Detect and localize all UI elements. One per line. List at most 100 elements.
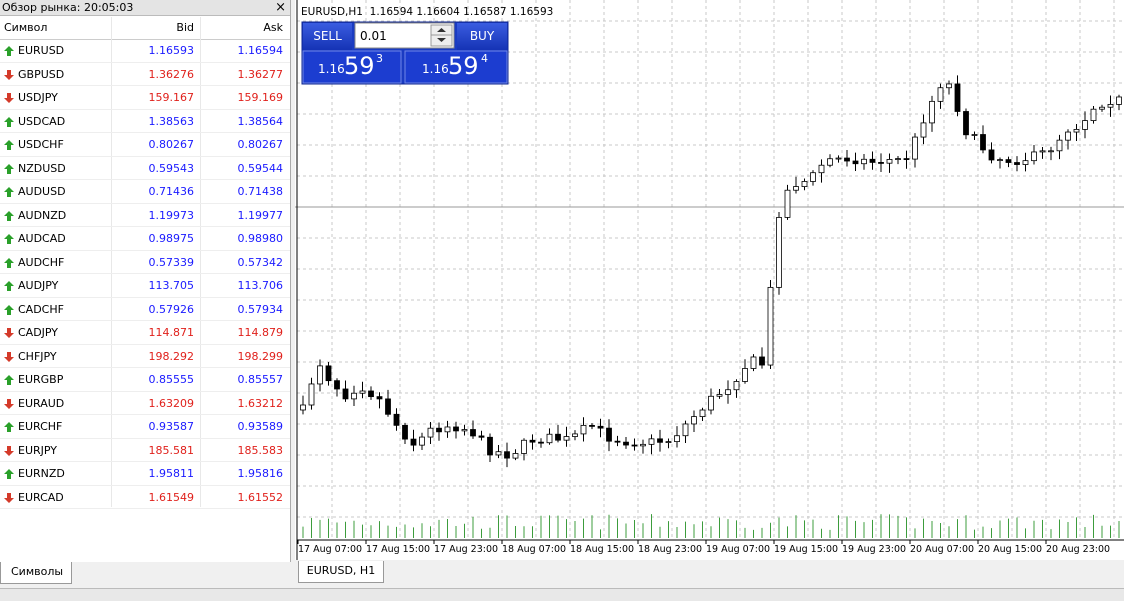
candle-body xyxy=(691,416,697,425)
candle-body xyxy=(1048,150,1054,153)
symbol-row[interactable]: AUDCAD 0.98975 0.98980 xyxy=(0,227,290,251)
symbol: AUDCHF xyxy=(18,255,65,269)
sell-label[interactable]: SELL xyxy=(313,29,342,43)
bid: 1.95811 xyxy=(148,467,195,480)
candle-body xyxy=(657,438,663,443)
candle-body xyxy=(963,111,969,136)
arrow xyxy=(4,281,14,291)
sell-price-box[interactable] xyxy=(302,50,402,84)
panel-title: Обзор рынка: 20:05:03 × xyxy=(0,0,290,16)
direction-icon xyxy=(4,281,14,291)
candle-body xyxy=(1022,160,1029,165)
symbol-row[interactable]: CADJPY 114.871 114.879 xyxy=(0,321,290,345)
ask: 159.169 xyxy=(237,91,284,104)
symbol-row[interactable]: USDCAD 1.38563 1.38564 xyxy=(0,110,290,133)
candle-body xyxy=(606,427,612,442)
candles xyxy=(300,75,1122,468)
candle-body xyxy=(555,433,561,441)
direction-icon xyxy=(4,210,14,221)
candle-body xyxy=(461,429,468,432)
symbol-row[interactable]: EURAUD 1.63209 1.63212 xyxy=(0,392,290,415)
candle-body xyxy=(359,390,366,394)
symbol-row[interactable]: USDJPY 159.167 159.169 xyxy=(0,86,290,110)
arrow xyxy=(4,187,14,197)
candle-body xyxy=(1005,159,1012,163)
header-cell[interactable]: Bid xyxy=(176,21,194,34)
arrow xyxy=(4,210,14,221)
chart: 17 Aug 07:00 17 Aug 15:00 17 Aug 23:00 18 A… xyxy=(295,0,1124,560)
symbol-row[interactable]: EURCHF 0.93587 0.93589 xyxy=(0,415,290,439)
candle-body xyxy=(776,217,782,288)
sell-button[interactable] xyxy=(303,23,352,50)
candle-body xyxy=(589,424,595,427)
tab[interactable]: Символы xyxy=(0,562,72,584)
symbol-row[interactable]: CADCHF 0.57926 0.57934 xyxy=(0,298,290,321)
symbol: AUDJPY xyxy=(18,279,59,292)
bid: 113.705 xyxy=(148,279,195,292)
candle-body xyxy=(827,158,833,166)
close-button[interactable]: × xyxy=(275,0,286,15)
candle-body xyxy=(699,409,706,418)
candle-body xyxy=(725,389,731,395)
lot-value[interactable]: 0.01 xyxy=(360,29,387,43)
arrow xyxy=(4,116,14,127)
time-label: 20 Aug 15:00 xyxy=(978,544,1042,555)
candle-body xyxy=(368,390,374,398)
ask: 0.80267 xyxy=(237,138,284,151)
buy-button[interactable] xyxy=(457,23,507,50)
symbol-row[interactable]: EURUSD 1.16593 1.16594 xyxy=(0,39,290,63)
buy-label[interactable]: BUY xyxy=(470,29,495,43)
symbol: AUDUSD xyxy=(18,185,66,198)
ask: 1.63212 xyxy=(237,396,284,410)
title-text: Обзор рынка: 20:05:03 xyxy=(2,1,134,14)
buy-price-box[interactable] xyxy=(404,50,508,84)
symbol-row[interactable]: AUDCHF 0.57339 0.57342 xyxy=(0,251,290,274)
candle-body xyxy=(810,172,816,182)
spin-arrows xyxy=(437,28,446,42)
symbol-row[interactable]: USDCHF 0.80267 0.80267 xyxy=(0,133,290,157)
symbol: AUDNZD xyxy=(18,208,67,222)
candle-body xyxy=(818,164,825,174)
symbol-row[interactable]: GBPUSD 1.36276 1.36277 xyxy=(0,63,290,86)
price-big: 59 xyxy=(448,52,479,80)
candle-body xyxy=(1031,151,1037,162)
symbol-row[interactable]: AUDUSD 0.71436 0.71438 xyxy=(0,180,290,204)
bid: 1.36276 xyxy=(148,67,195,81)
header-cell[interactable]: Ask xyxy=(263,21,283,34)
time-label: 20 Aug 07:00 xyxy=(910,544,974,555)
header-cell[interactable]: Символ xyxy=(4,21,48,34)
bid: 0.93587 xyxy=(148,420,195,433)
direction-icon xyxy=(4,93,14,103)
symbol-row[interactable]: AUDJPY 113.705 113.706 xyxy=(0,274,290,298)
bid: 0.80267 xyxy=(148,138,195,151)
candle-body xyxy=(912,136,918,160)
bid: 0.85555 xyxy=(148,373,195,386)
symbol-row[interactable]: CHFJPY 198.292 198.299 xyxy=(0,345,290,368)
bid: 159.167 xyxy=(148,91,195,104)
candle-body xyxy=(1082,120,1088,130)
symbol-row[interactable]: EURGBP 0.85555 0.85557 xyxy=(0,368,290,392)
symbol-row[interactable]: EURCAD 1.61549 1.61552 xyxy=(0,486,290,509)
chart-header: EURUSD,H1 1.16594 1.16604 1.16587 1.1659… xyxy=(301,6,553,18)
candle-body xyxy=(1065,131,1071,141)
candle-body xyxy=(793,186,799,191)
ask: 0.71438 xyxy=(237,185,284,198)
symbol: EURGBP xyxy=(18,373,64,386)
arrow xyxy=(4,422,14,432)
symbol-row[interactable]: EURNZD 1.95811 1.95816 xyxy=(0,462,290,486)
symbol-row[interactable]: AUDNZD 1.19973 1.19977 xyxy=(0,204,290,227)
candle-body xyxy=(1039,150,1046,153)
symbol-row[interactable]: NZDUSD 0.59543 0.59544 xyxy=(0,157,290,180)
time-label: 19 Aug 23:00 xyxy=(842,544,906,555)
symbol: EURNZD xyxy=(18,467,65,480)
column-separator xyxy=(111,17,112,507)
chart-tab[interactable]: EURUSD, H1 xyxy=(298,561,384,583)
market-watch: Обзор рынка: 20:05:03 × Символ Bid Ask EU… xyxy=(0,0,291,562)
candle-body xyxy=(495,451,502,456)
candle-body xyxy=(631,444,638,447)
time-label: 17 Aug 23:00 xyxy=(434,544,498,555)
symbol-row[interactable]: EURJPY 185.581 185.583 xyxy=(0,439,290,462)
symbol: EURUSD xyxy=(18,44,65,57)
bid: 114.871 xyxy=(148,326,195,339)
